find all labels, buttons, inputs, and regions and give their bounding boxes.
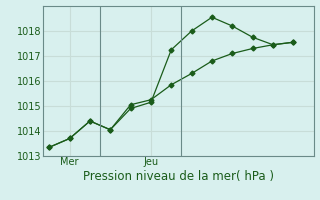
X-axis label: Pression niveau de la mer( hPa ): Pression niveau de la mer( hPa ) <box>83 170 274 183</box>
